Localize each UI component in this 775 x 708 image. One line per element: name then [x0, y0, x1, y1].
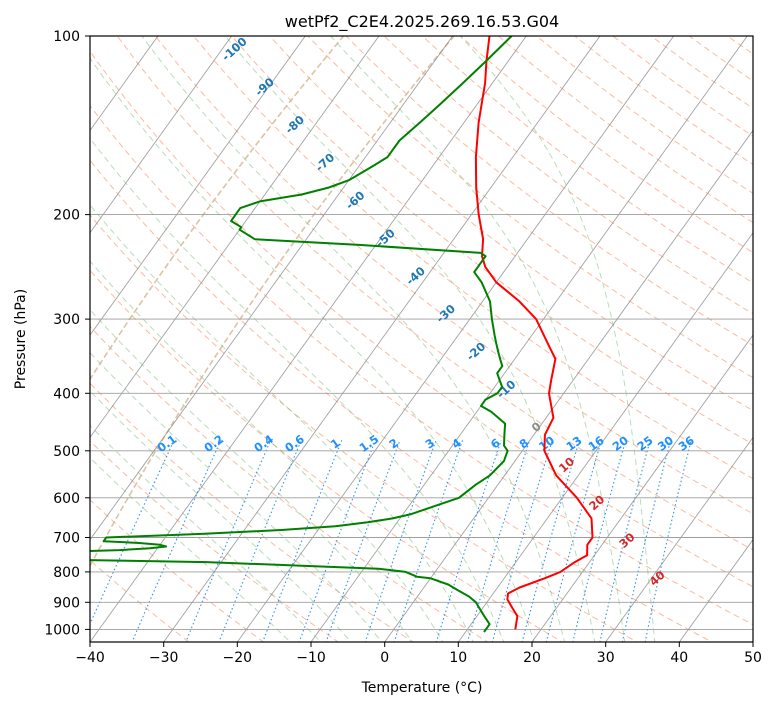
mixing-ratio-line [491, 440, 553, 642]
mixing-ratio-line [435, 440, 502, 642]
mixing-ratio-line [131, 440, 222, 642]
y-tick-label: 600 [53, 491, 80, 507]
moist-adiabat-line [90, 57, 535, 642]
dry-adiabat-line [231, 36, 753, 445]
isotherm-line [605, 436, 753, 642]
temperature-line [474, 36, 594, 630]
moist-adiabat-line [90, 309, 413, 642]
isotherm-line [90, 36, 454, 541]
moist-adiabat-line [330, 36, 626, 642]
isotherm-line [90, 36, 233, 234]
y-tick-label: 900 [53, 595, 80, 611]
isotherm-line [531, 334, 753, 642]
y-axis-ticks: 100 200 300 400 500 600 700 800 900 1000 [44, 29, 90, 638]
moist-adiabat-line [90, 204, 474, 642]
isotherm-line [384, 129, 753, 642]
x-axis-label: Temperature (°C) [361, 680, 483, 696]
isotherm-line [90, 36, 527, 642]
dry-adiabat-line [269, 36, 753, 412]
y-tick-label: 400 [53, 386, 80, 402]
x-tick-label: 40 [670, 650, 688, 666]
y-tick-label: 500 [53, 444, 80, 460]
y-tick-label: 200 [53, 208, 80, 224]
mixing-ratio-line [599, 440, 651, 642]
y-tick-label: 800 [53, 565, 80, 581]
mixing-ratio-line [364, 440, 437, 642]
isotherm-line [236, 36, 675, 642]
reference-arc-line [90, 36, 345, 381]
y-axis-label: Pressure (hPa) [13, 289, 29, 389]
isotherm-line [90, 36, 159, 132]
mixing-ratio-line [466, 440, 531, 642]
x-tick-label: −10 [296, 650, 326, 666]
x-tick-label: 20 [523, 650, 541, 666]
x-tick-label: 50 [744, 650, 762, 666]
reference-arc-line [90, 36, 455, 568]
dry-adiabat-line [90, 440, 340, 642]
y-tick-label: 300 [53, 312, 80, 328]
y-tick-label: 100 [53, 29, 80, 45]
isotherm-line [90, 36, 306, 336]
dry-adiabat-line [90, 214, 639, 642]
x-axis-ticks: −40 −30 −20 −10 0 10 20 30 40 50 [75, 642, 762, 666]
y-tick-label: 1000 [44, 622, 80, 638]
mixing-ratio-line [393, 440, 464, 642]
dry-adiabat-line [90, 159, 713, 642]
x-tick-label: 10 [449, 650, 467, 666]
dry-adiabat-line [90, 104, 753, 626]
x-tick-label: 0 [380, 650, 389, 666]
isotherm-line [90, 36, 380, 439]
mixing-ratio-line [218, 440, 302, 642]
dry-adiabat-line [193, 36, 753, 480]
plot-frame [89, 35, 754, 643]
x-tick-label: −20 [223, 650, 253, 666]
moist-adiabat-line [460, 36, 656, 642]
mixing-ratio-line [185, 440, 272, 642]
y-tick-label: 700 [53, 531, 80, 547]
dry-adiabat-line [90, 269, 564, 642]
chart-title: wetPf2_C2E4.2025.269.16.53.G04 [285, 12, 559, 32]
x-tick-label: 30 [597, 650, 615, 666]
dry-adiabat-line [90, 50, 753, 588]
dry-adiabat-line [90, 325, 489, 642]
pressure-gridlines [90, 36, 753, 630]
x-tick-label: −40 [75, 650, 105, 666]
isotherm-line [457, 231, 753, 642]
moist-adiabat-line [90, 351, 383, 642]
isotherm-line [310, 36, 748, 642]
mixing-ratio-line [572, 440, 627, 642]
isotherm-line [678, 538, 753, 642]
x-tick-label: −30 [149, 650, 179, 666]
dry-adiabat-line [90, 499, 265, 642]
mixing-ratio-line [521, 440, 581, 642]
moist-adiabat-line [90, 137, 505, 642]
dewpoint-line [90, 36, 513, 633]
sounding-profiles [90, 36, 594, 633]
isotherm-line [163, 36, 601, 642]
